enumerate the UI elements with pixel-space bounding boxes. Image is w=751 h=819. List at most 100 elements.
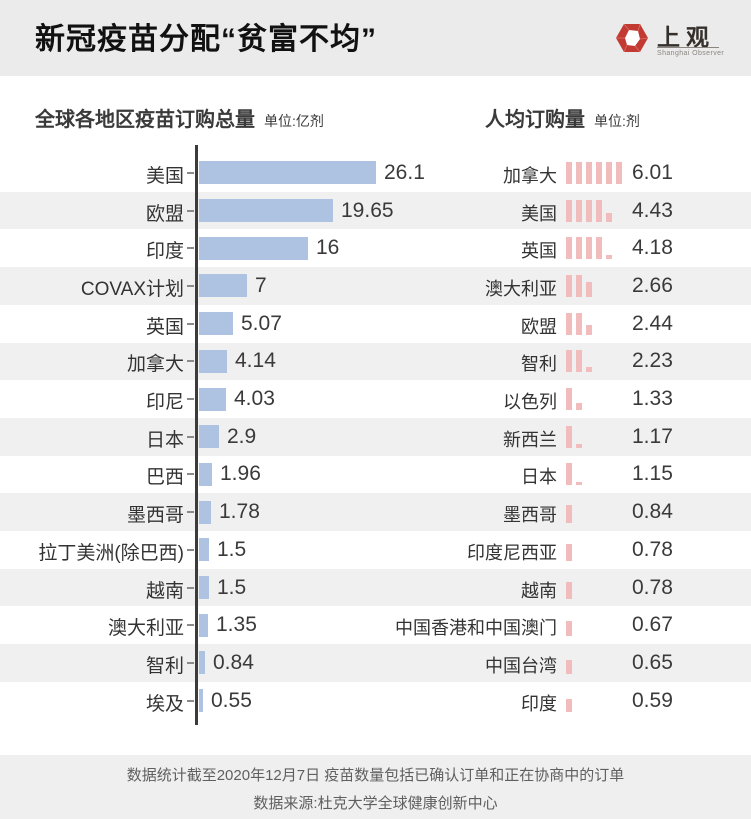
axis-tick [187, 473, 194, 476]
order-total-bar [199, 500, 211, 524]
order-total-value: 1.78 [219, 500, 260, 524]
order-total-bar [199, 425, 219, 449]
order-total-bar [199, 274, 247, 298]
order-total-value: 2.9 [227, 424, 257, 448]
per-capita-value: 0.84 [632, 500, 673, 524]
order-total-value: 4.14 [235, 349, 276, 373]
tally-mark-full [566, 350, 572, 373]
chart-row: 印度 16 英国 4.18 [0, 229, 751, 267]
tally-mark-full [566, 199, 572, 222]
row-stripe [0, 191, 751, 230]
chart-row: 日本 2.9 新西兰 1.17 [0, 418, 751, 456]
tally-mark-full [586, 161, 592, 184]
per-capita-tally [566, 237, 612, 260]
order-total-value: 1.96 [220, 462, 261, 486]
per-capita-value: 2.44 [632, 311, 673, 335]
left-category-label: 墨西哥 [126, 505, 184, 527]
right-category-label: 以色列 [503, 392, 557, 413]
order-total-value: 16 [316, 236, 340, 260]
per-capita-value: 0.78 [632, 537, 673, 561]
order-total-bar [199, 613, 208, 637]
per-capita-tally [566, 312, 592, 335]
per-capita-tally [566, 274, 592, 297]
axis-tick [187, 624, 194, 627]
right-category-label: 墨西哥 [503, 505, 557, 526]
row-stripe [0, 417, 751, 456]
order-total-value: 0.84 [213, 650, 254, 674]
row-stripe [0, 267, 751, 305]
tally-mark-full [576, 350, 582, 373]
chart-row: 澳大利亚 1.35 中国香港和中国澳门 0.67 [0, 606, 751, 644]
order-total-bar [199, 387, 226, 411]
left-category-label: 日本 [145, 429, 184, 451]
right-category-label: 智利 [521, 354, 557, 375]
row-stripe [0, 493, 751, 531]
right-category-label: 新西兰 [503, 429, 557, 450]
left-category-label: 英国 [145, 316, 184, 338]
per-capita-tally [566, 577, 572, 599]
tally-mark-partial [566, 581, 572, 599]
left-chart-axis [195, 145, 198, 725]
right-chart-title: 人均订购量 [485, 109, 585, 131]
right-category-label: 加拿大 [503, 165, 557, 186]
per-capita-tally [566, 614, 572, 637]
left-chart-unit: 单位:亿剂 [264, 113, 324, 129]
per-capita-value: 0.67 [632, 613, 673, 637]
axis-tick [187, 284, 194, 287]
order-total-value: 4.03 [234, 387, 275, 411]
tally-mark-partial [606, 255, 612, 260]
tally-mark-partial [606, 212, 612, 222]
chart-row: 智利 0.84 中国台湾 0.65 [0, 644, 751, 682]
tally-mark-full [566, 463, 572, 486]
order-total-bar [199, 199, 333, 223]
axis-tick [187, 586, 194, 589]
left-category-label: 智利 [145, 655, 184, 677]
left-chart-title: 全球各地区疫苗订购总量 [35, 109, 255, 131]
tally-mark-full [576, 312, 582, 335]
tally-mark-full [586, 237, 592, 260]
left-category-label: 埃及 [145, 693, 184, 715]
tally-mark-partial [566, 698, 572, 712]
order-total-value: 5.07 [241, 311, 282, 335]
tally-mark-partial [566, 543, 572, 561]
row-stripe [0, 644, 751, 682]
tally-mark-full [596, 237, 602, 260]
tally-mark-full [566, 388, 572, 411]
tally-mark-full [566, 274, 572, 297]
axis-tick [187, 171, 194, 174]
page-title: 新冠疫苗分配“贫富不均” [35, 23, 377, 56]
per-capita-tally [566, 388, 582, 411]
per-capita-tally [566, 690, 572, 712]
per-capita-tally [566, 425, 582, 448]
axis-tick [187, 511, 194, 514]
tally-mark-partial [566, 621, 572, 637]
tally-mark-partial [586, 324, 592, 335]
right-category-label: 美国 [521, 203, 557, 224]
per-capita-value: 0.65 [632, 650, 673, 674]
left-category-label: COVAX计划 [80, 278, 184, 300]
axis-tick [187, 247, 194, 250]
chart-row: 英国 5.07 欧盟 2.44 [0, 305, 751, 343]
axis-tick [187, 699, 194, 702]
order-total-value: 0.55 [211, 688, 252, 712]
left-category-label: 印度 [145, 241, 184, 263]
row-stripe [0, 342, 751, 381]
left-category-label: 澳大利亚 [107, 618, 184, 640]
tally-mark-full [566, 161, 572, 184]
order-total-bar [199, 236, 308, 260]
logo-cn-text: 上观 [657, 24, 715, 50]
row-stripe [0, 568, 751, 607]
axis-tick [187, 209, 194, 212]
chart-row: 欧盟 19.65 美国 4.43 [0, 192, 751, 230]
chart-row: 印尼 4.03 以色列 1.33 [0, 380, 751, 418]
tally-mark-partial [566, 505, 572, 524]
tally-mark-full [576, 274, 582, 297]
per-capita-tally [566, 463, 582, 486]
per-capita-value: 0.59 [632, 688, 673, 712]
per-capita-value: 4.18 [632, 236, 673, 260]
axis-tick [187, 322, 194, 325]
order-total-bar [199, 576, 209, 600]
axis-tick [187, 398, 194, 401]
tally-mark-full [606, 161, 612, 184]
